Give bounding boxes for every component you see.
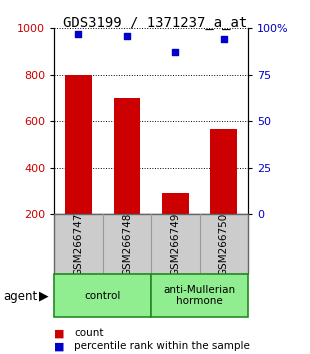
Point — [173, 50, 178, 55]
Text: anti-Mullerian
hormone: anti-Mullerian hormone — [163, 285, 236, 307]
Point — [124, 33, 129, 39]
Point — [221, 37, 226, 42]
Text: GSM266749: GSM266749 — [170, 212, 180, 276]
Text: GSM266750: GSM266750 — [219, 213, 229, 276]
Text: agent: agent — [3, 290, 37, 303]
Text: ■: ■ — [54, 341, 65, 351]
FancyBboxPatch shape — [54, 274, 151, 317]
Text: GDS3199 / 1371237_a_at: GDS3199 / 1371237_a_at — [63, 16, 247, 30]
Text: control: control — [85, 291, 121, 301]
Point — [76, 31, 81, 37]
FancyBboxPatch shape — [151, 274, 248, 317]
Bar — [162, 193, 189, 214]
Text: ■: ■ — [54, 329, 65, 338]
Text: count: count — [74, 329, 104, 338]
Text: GSM266748: GSM266748 — [122, 212, 132, 276]
Bar — [113, 98, 140, 214]
Text: GSM266747: GSM266747 — [73, 212, 83, 276]
Text: ▶: ▶ — [39, 290, 48, 303]
Bar — [65, 75, 92, 214]
FancyBboxPatch shape — [54, 214, 248, 274]
Bar — [210, 129, 237, 214]
Text: percentile rank within the sample: percentile rank within the sample — [74, 341, 250, 351]
